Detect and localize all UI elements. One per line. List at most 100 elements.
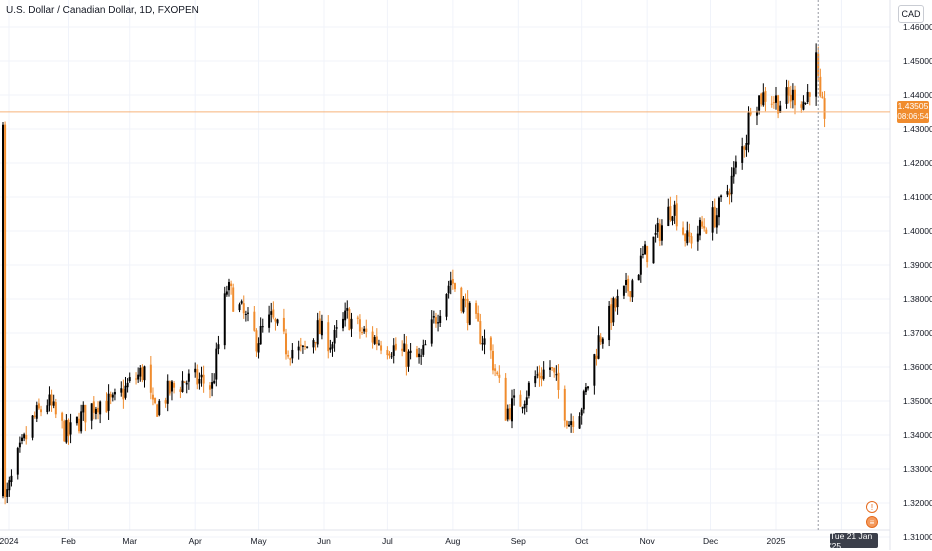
candle-body — [743, 146, 746, 150]
currency-unit-button[interactable]: CAD — [898, 5, 924, 23]
candle-body — [69, 422, 72, 435]
candle-body — [316, 320, 319, 345]
y-tick-label: 1.31000 — [903, 532, 932, 542]
candle-body — [578, 416, 581, 429]
x-tick-label: May — [251, 536, 268, 546]
y-tick-label: 1.40000 — [903, 226, 932, 236]
candle-body — [701, 221, 704, 227]
candle-body — [477, 313, 480, 322]
candle-body — [120, 388, 123, 393]
candle-body — [276, 319, 279, 324]
candle-body — [806, 91, 809, 103]
candle-body — [747, 112, 750, 145]
candle-body — [631, 280, 634, 298]
candle-body — [654, 232, 657, 235]
candle-body — [527, 382, 530, 396]
candle-body — [641, 253, 644, 255]
candle-body — [749, 111, 752, 115]
candle-body — [629, 291, 632, 297]
candle-body — [173, 383, 176, 388]
candle-body — [259, 325, 262, 345]
candle-body — [734, 161, 737, 168]
candle-body — [639, 255, 642, 275]
candle-body — [261, 326, 264, 328]
candle-body — [791, 89, 794, 101]
candle-body — [78, 418, 81, 432]
candle-body — [329, 347, 332, 350]
candle-body — [97, 407, 100, 413]
candle-body — [424, 344, 427, 346]
candle-body — [268, 314, 271, 328]
x-tick-label: Jul — [382, 536, 393, 546]
candle-body — [540, 376, 543, 380]
candle-body — [675, 203, 678, 227]
candle-body — [154, 397, 157, 403]
candle-body — [555, 374, 558, 376]
candle-body — [168, 381, 171, 394]
candle-body — [390, 356, 393, 358]
candle-body — [6, 489, 9, 497]
candle-body — [282, 317, 285, 332]
candle-body — [667, 206, 670, 226]
candle-body — [614, 298, 617, 308]
candle-body — [726, 191, 729, 195]
candle-body — [698, 219, 701, 236]
candle-body — [622, 285, 625, 296]
y-tick-label: 1.45000 — [903, 56, 932, 66]
candle-body — [4, 124, 7, 498]
candle-body — [660, 225, 663, 241]
candle-body — [494, 368, 497, 371]
candle-body — [669, 206, 672, 220]
candle-body — [804, 102, 807, 104]
candle-body — [99, 401, 102, 415]
candle-body — [462, 298, 465, 313]
y-tick-label: 1.37000 — [903, 328, 932, 338]
candle-body — [418, 353, 421, 358]
candle-body — [105, 400, 108, 413]
news-icon[interactable]: ≡ — [866, 516, 878, 528]
bar-countdown: 08:06:54 — [897, 111, 929, 121]
candle-body — [299, 344, 302, 346]
candle-body — [54, 402, 57, 415]
candle-body — [314, 341, 317, 343]
candle-body — [358, 319, 361, 332]
event-icon[interactable]: ! — [866, 501, 878, 513]
candle-body — [31, 415, 34, 438]
candle-body — [63, 421, 66, 442]
candle-body — [764, 90, 767, 102]
candle-body — [587, 386, 590, 389]
candle-body — [551, 367, 554, 369]
candle-body — [483, 338, 486, 345]
candle-body — [346, 307, 349, 311]
candle-body — [684, 233, 687, 242]
y-tick-label: 1.41000 — [903, 192, 932, 202]
candle-body — [185, 382, 188, 385]
candle-body — [386, 349, 389, 356]
candle-body — [536, 374, 539, 376]
candle-body — [777, 95, 780, 114]
candle-body — [439, 315, 442, 323]
candle-body — [10, 475, 13, 483]
candle-body — [658, 223, 661, 242]
candle-body — [808, 92, 811, 97]
candle-body — [48, 394, 51, 406]
candle-body — [468, 302, 471, 325]
candle-body — [373, 337, 376, 344]
candle-body — [504, 377, 507, 421]
candle-body — [187, 373, 190, 382]
candle-body — [610, 304, 613, 324]
candle-body — [304, 345, 307, 347]
y-tick-label: 1.35000 — [903, 396, 932, 406]
y-tick-label: 1.33000 — [903, 464, 932, 474]
candle-body — [582, 391, 585, 410]
candle-body — [696, 233, 699, 242]
candle-body — [690, 236, 693, 244]
candle-body — [688, 232, 691, 237]
candle-body — [568, 424, 571, 427]
candle-body — [183, 381, 186, 383]
candle-body — [481, 343, 484, 345]
candle-body — [335, 327, 338, 329]
candle-body — [460, 287, 463, 312]
candle-body — [489, 337, 492, 351]
candle-body — [563, 388, 566, 421]
